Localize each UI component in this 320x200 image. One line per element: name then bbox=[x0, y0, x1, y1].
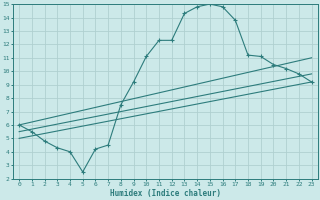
X-axis label: Humidex (Indice chaleur): Humidex (Indice chaleur) bbox=[110, 189, 221, 198]
